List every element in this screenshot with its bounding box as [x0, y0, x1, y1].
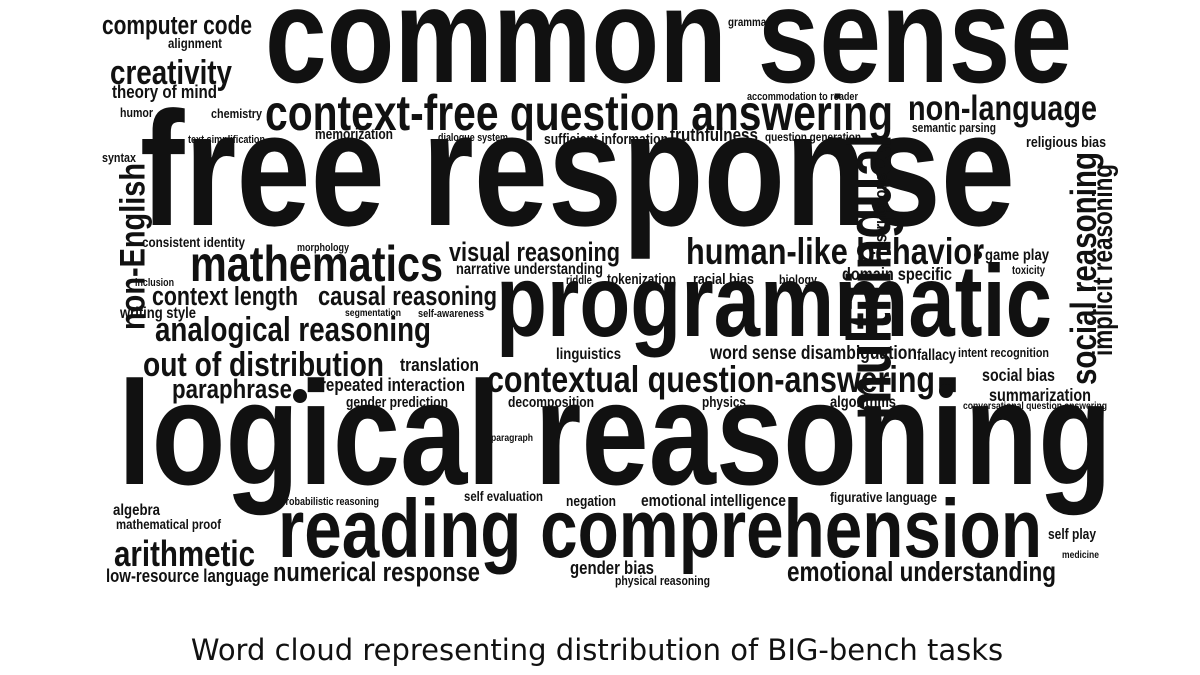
word-memorization: memorization: [315, 127, 393, 143]
word-physical-reasoning: physical reasoning: [615, 573, 710, 588]
word-semantic-parsing: semantic parsing: [912, 121, 996, 135]
word-programmatic: programmatic: [496, 244, 1052, 358]
word-translation: translation: [400, 354, 479, 375]
word-self-play: self play: [1048, 527, 1097, 543]
word-theory-of-mind: theory of mind: [112, 81, 217, 102]
word-word-sense-disambiguation: word sense disambiguation: [709, 343, 917, 364]
word-toxicity: toxicity: [1012, 265, 1045, 277]
dot-mark: [939, 384, 953, 398]
word-decomposition: decomposition: [508, 395, 594, 411]
word-paraphrase: paraphrase: [172, 373, 292, 404]
word-mathematics: mathematics: [190, 235, 443, 292]
word-common-sense: common sense: [265, 0, 1072, 111]
word-inclusion: inclusion: [135, 277, 174, 289]
word-contextual-question-answering: contextual question-answering: [487, 358, 935, 400]
word-emotional-understanding: emotional understanding: [787, 556, 1056, 587]
word-medicine: medicine: [1062, 550, 1099, 561]
word-alignment: alignment: [168, 35, 222, 51]
word-probabilistic-reasoning: probabilistic reasoning: [280, 496, 379, 508]
word-algebra: algebra: [113, 501, 161, 519]
word-multilingual: multilingual: [835, 134, 904, 420]
word-conversational-question-answering: conversational question answering: [963, 400, 1107, 412]
word-gender-prediction: gender prediction: [346, 395, 448, 411]
word-human-like-behavior: human-like behavior: [686, 230, 984, 272]
word-game-play: game play: [985, 247, 1049, 264]
word-social-reasoning: social reasoning: [1063, 152, 1104, 385]
caption: Word cloud representing distribution of …: [191, 633, 1003, 667]
word-gender-bias: gender bias: [570, 557, 654, 578]
word-free-response: free response: [140, 79, 1015, 260]
word-creativity: creativity: [110, 54, 232, 92]
word-morphology: morphology: [297, 242, 350, 254]
word-instructions: instructions: [870, 173, 890, 255]
word-linguistics: linguistics: [556, 346, 621, 363]
word-arithmetic: arithmetic: [114, 533, 255, 574]
word-self-evaluation: self evaluation: [464, 488, 543, 504]
dot-mark: [293, 389, 307, 403]
word-text-simplification: text simplification: [188, 134, 265, 146]
word-accommodation-to-reader: accommodation to reader: [747, 91, 859, 103]
word-logical-reasoning: logical reasoning: [118, 352, 1112, 516]
word-self-awareness: self-awareness: [418, 308, 484, 320]
word-syntax: syntax: [102, 150, 137, 165]
word-context-free-question-answering: context-free question answering: [265, 85, 893, 141]
word-negation: negation: [566, 494, 616, 510]
word-narrative-understanding: narrative understanding: [456, 261, 603, 278]
word-paragraph: paragraph: [491, 432, 533, 444]
word-non-language: non-language: [908, 89, 1097, 128]
word-non-english: non-English: [114, 163, 153, 330]
word-numerical-response: numerical response: [273, 557, 480, 587]
word-mathematical-proof: mathematical proof: [116, 516, 221, 532]
word-riddle: riddle: [566, 274, 592, 287]
word-fallacy: fallacy: [917, 347, 956, 364]
word-tokenization: tokenization: [607, 272, 676, 288]
word-grammar: grammar: [728, 15, 770, 29]
word-writing-style: writing style: [119, 305, 196, 322]
word-physics: physics: [702, 395, 746, 411]
word-humor: humor: [120, 105, 153, 120]
word-religious-bias: religious bias: [1026, 134, 1106, 151]
word-analogical-reasoning: analogical reasoning: [155, 311, 431, 349]
word-repeated-interaction: repeated interaction: [320, 374, 465, 395]
word-racial-bias: racial bias: [693, 271, 754, 288]
word-context-length: context length: [152, 281, 298, 311]
word-emotional-intelligence: emotional intelligence: [641, 491, 786, 510]
word-truthfulness: truthfulness: [670, 124, 758, 145]
word-segmentation: segmentation: [345, 307, 401, 319]
word-intent-recognition: intent recognition: [958, 345, 1049, 360]
word-social-bias: social bias: [982, 365, 1055, 385]
word-sufficient-information: sufficient information: [544, 132, 668, 148]
word-dialogue-system: dialogue system: [438, 132, 508, 144]
word-algorithms: algorithms: [830, 394, 896, 411]
word-summarization: summarization: [989, 385, 1091, 405]
word-chemistry: chemistry: [211, 106, 263, 121]
word-computer-code: computer code: [102, 12, 252, 40]
word-causal-reasoning: causal reasoning: [318, 281, 497, 311]
word-low-resource-language: low-resource language: [106, 565, 269, 586]
word-domain-specific: domain specific: [842, 264, 952, 284]
word-consistent-identity: consistent identity: [142, 235, 245, 251]
word-reading-comprehension: reading comprehension: [278, 484, 1042, 575]
word-figurative-language: figurative language: [830, 490, 937, 506]
word-biology: biology: [779, 272, 818, 287]
dot-mark: [974, 251, 982, 259]
word-visual-reasoning: visual reasoning: [449, 237, 620, 267]
word-out-of-distribution: out of distribution: [143, 346, 384, 384]
word-implicit-reasoning: implicit reasoning: [1087, 164, 1118, 356]
word-question-generation: question generation: [765, 130, 861, 144]
